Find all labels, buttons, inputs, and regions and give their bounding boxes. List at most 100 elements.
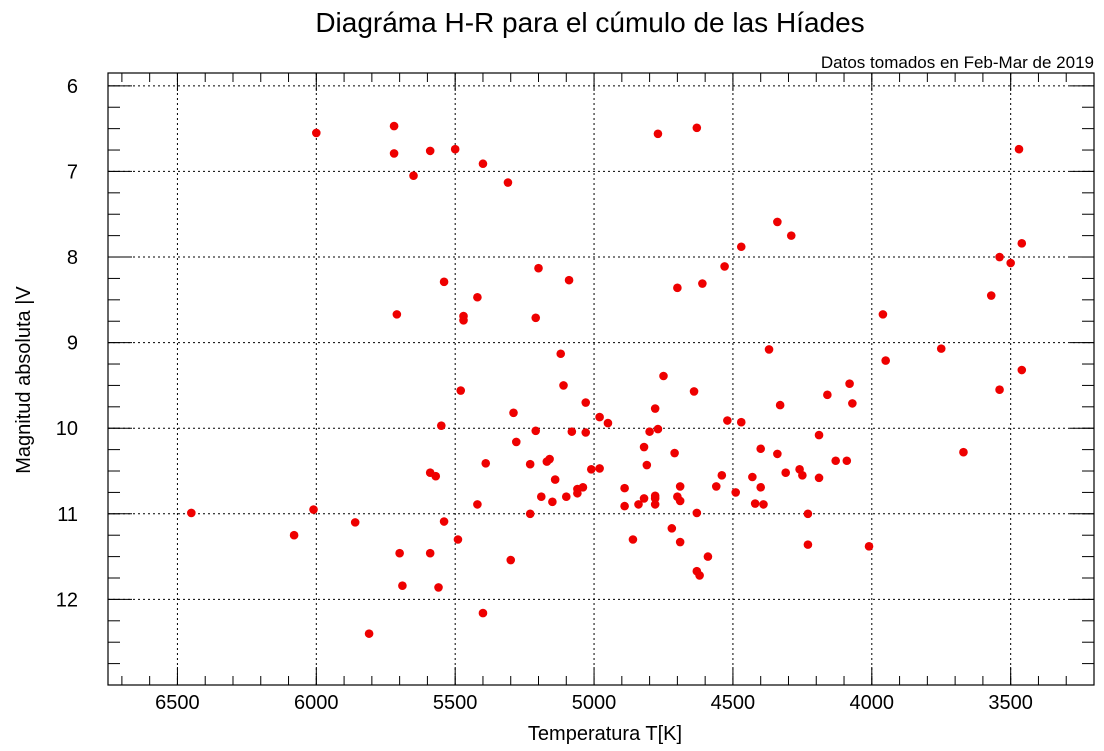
data-point xyxy=(434,583,443,592)
data-point xyxy=(350,518,360,527)
data-point xyxy=(995,385,1004,394)
data-point xyxy=(509,408,518,418)
data-point xyxy=(775,400,785,410)
chart-subtitle: Datos tomados en Feb-Mar de 2019 xyxy=(821,53,1094,72)
y-tick-label: 12 xyxy=(56,589,78,611)
data-point xyxy=(439,277,449,287)
x-tick-label: 5500 xyxy=(433,692,478,714)
data-point xyxy=(756,444,766,454)
data-point xyxy=(595,464,604,473)
data-point xyxy=(717,470,727,480)
y-tick-label: 6 xyxy=(67,76,78,98)
data-point xyxy=(689,387,699,396)
data-point xyxy=(831,456,840,466)
data-point xyxy=(425,548,435,558)
data-point xyxy=(650,491,660,501)
data-point xyxy=(595,412,604,422)
data-point xyxy=(667,524,677,533)
data-point xyxy=(578,482,588,492)
data-point xyxy=(531,426,541,436)
data-point xyxy=(959,447,968,457)
x-tick-label: 4000 xyxy=(850,692,895,714)
data-point xyxy=(645,427,654,436)
data-point xyxy=(431,471,441,481)
data-point xyxy=(695,571,704,580)
data-point xyxy=(842,456,852,466)
data-point xyxy=(312,128,321,138)
chart-title: Diagráma H-R para el cúmulo de las Híade… xyxy=(315,7,864,38)
data-point xyxy=(803,509,813,519)
data-point xyxy=(653,424,663,434)
data-point xyxy=(731,488,741,497)
data-point xyxy=(756,482,766,492)
data-point xyxy=(692,508,702,518)
data-point xyxy=(1017,365,1027,375)
data-point xyxy=(564,275,574,285)
data-point xyxy=(459,316,468,325)
data-point xyxy=(364,629,374,638)
data-point xyxy=(1017,239,1027,248)
data-point xyxy=(659,371,668,381)
data-point xyxy=(995,252,1004,262)
data-point xyxy=(703,552,713,561)
data-point xyxy=(773,449,782,459)
data-point xyxy=(503,178,513,187)
data-point xyxy=(759,500,768,509)
data-point xyxy=(389,149,399,158)
data-point xyxy=(581,428,591,437)
data-point xyxy=(748,472,757,482)
data-point xyxy=(670,448,679,458)
data-point xyxy=(425,146,435,156)
data-point xyxy=(692,123,702,133)
data-point xyxy=(620,501,629,511)
data-point xyxy=(561,492,571,501)
data-point xyxy=(545,454,554,464)
y-tick-label: 10 xyxy=(56,418,78,440)
data-point xyxy=(720,262,729,271)
data-point xyxy=(511,437,521,447)
data-point xyxy=(814,430,824,440)
data-point xyxy=(620,483,629,493)
data-point xyxy=(736,417,746,427)
x-tick-label: 5000 xyxy=(572,692,617,714)
data-point xyxy=(764,345,774,354)
y-tick-label: 8 xyxy=(67,247,78,269)
data-point xyxy=(473,500,482,509)
data-point xyxy=(453,535,463,544)
data-point xyxy=(478,608,488,618)
data-point xyxy=(586,465,596,474)
data-point xyxy=(642,460,652,470)
data-point xyxy=(439,517,449,526)
data-point xyxy=(581,398,591,407)
data-point xyxy=(639,494,649,503)
data-point xyxy=(556,349,566,359)
data-point xyxy=(736,242,746,252)
data-point xyxy=(187,508,196,518)
data-point xyxy=(673,283,682,293)
data-point xyxy=(548,497,557,507)
data-point xyxy=(536,492,546,501)
data-point xyxy=(550,475,560,484)
data-point xyxy=(289,530,299,540)
data-point xyxy=(559,381,568,390)
data-point xyxy=(456,386,466,395)
x-tick-label: 3500 xyxy=(988,692,1033,714)
data-point xyxy=(506,555,516,565)
data-point xyxy=(450,144,460,154)
data-point xyxy=(650,500,660,509)
plot-frame xyxy=(107,72,1095,686)
y-tick-label: 9 xyxy=(67,333,78,355)
data-point xyxy=(634,500,643,509)
data-point xyxy=(986,291,996,300)
data-point xyxy=(723,416,732,425)
data-point xyxy=(750,499,760,508)
data-point xyxy=(392,310,402,319)
data-point xyxy=(786,231,796,240)
data-point xyxy=(1006,258,1015,268)
data-point xyxy=(395,548,404,558)
y-tick-label: 7 xyxy=(67,161,78,183)
data-point xyxy=(803,540,813,549)
data-point xyxy=(603,418,613,428)
